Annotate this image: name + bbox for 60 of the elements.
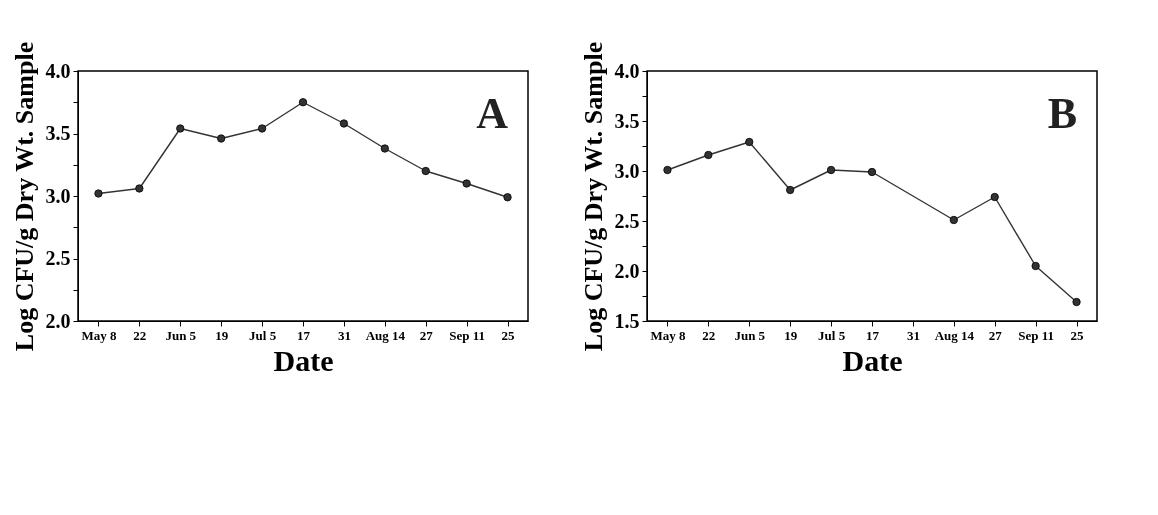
x-tick-label: 19 [215, 327, 229, 343]
point [298, 98, 308, 107]
x-tick-label: 31 [906, 327, 920, 343]
point [135, 184, 144, 193]
y-tick-label: 2.5 [45, 247, 71, 269]
point [745, 137, 754, 147]
x-axis-title: Date [842, 343, 903, 377]
y-tick-label: 3.5 [614, 109, 640, 132]
x-tick-label: 31 [337, 327, 351, 343]
y-tick-label: 2.0 [45, 309, 71, 332]
point [380, 144, 389, 153]
x-tick-label: 22 [702, 327, 716, 343]
x-tick-label: Jun 5 [165, 327, 197, 343]
point [421, 166, 430, 176]
x-tick-label: Jul 5 [249, 327, 277, 343]
point [663, 165, 672, 175]
y-tick-label: 2.5 [614, 209, 640, 232]
x-tick-label: Sep 11 [449, 327, 486, 343]
point [704, 150, 713, 160]
x-tick-label: 17 [297, 327, 311, 343]
x-tick-label: 25 [1070, 327, 1085, 343]
x-tick-label: Aug 14 [365, 327, 406, 343]
y-axis-title: Log CFU/g Dry Wt. Sample [9, 41, 39, 352]
y-tick-label: 4.0 [614, 59, 640, 82]
point [990, 192, 999, 202]
annotation: B [1047, 89, 1077, 138]
x-tick-label: 17 [866, 327, 880, 343]
y-tick-label: 1.5 [614, 309, 640, 332]
y-tick-label: 2.0 [614, 259, 640, 282]
point [217, 134, 226, 143]
point [339, 119, 349, 128]
point [867, 167, 877, 177]
x-tick-label: 19 [784, 327, 798, 343]
y-tick-label: 4.0 [45, 59, 71, 82]
annotation: A [476, 89, 509, 138]
x-tick-label: 25 [501, 327, 516, 343]
x-axis-title: Date [273, 343, 334, 377]
point [503, 193, 512, 202]
x-tick-label: May 8 [81, 327, 117, 343]
y-axis-title: Log CFU/g Dry Wt. Sample [578, 41, 608, 352]
point [462, 179, 471, 188]
y-tick-label: 3.5 [45, 122, 71, 144]
x-tick-label: 27 [419, 327, 434, 343]
x-tick-label: Sep 11 [1018, 327, 1055, 343]
point [257, 124, 267, 133]
x-tick-label: May 8 [650, 327, 686, 343]
y-tick-label: 3.0 [45, 184, 71, 207]
x-tick-label: Aug 14 [934, 327, 975, 343]
point [786, 185, 795, 195]
point [826, 165, 836, 175]
point [1072, 297, 1081, 307]
point [949, 215, 958, 225]
x-tick-label: 27 [988, 327, 1003, 343]
x-tick-label: Jun 5 [734, 327, 766, 343]
point [94, 189, 103, 198]
y-tick-label: 3.0 [614, 159, 640, 182]
x-tick-label: 22 [133, 327, 147, 343]
point [176, 124, 185, 133]
x-tick-label: Jul 5 [818, 327, 846, 343]
point [1031, 261, 1040, 271]
